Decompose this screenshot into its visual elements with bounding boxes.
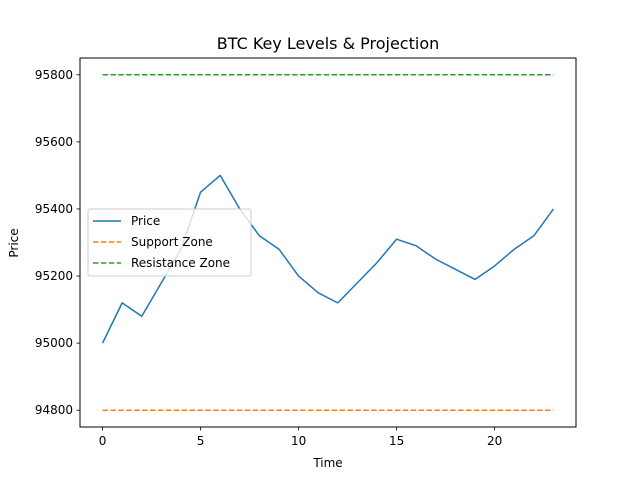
legend: Price Support Zone Resistance Zone	[87, 208, 252, 277]
legend-label: Price	[131, 214, 160, 228]
legend-label: Support Zone	[131, 235, 213, 249]
x-tick-label: 20	[487, 434, 502, 448]
x-tick-label: 10	[291, 434, 306, 448]
x-tick-label: 5	[197, 434, 205, 448]
y-tick-label: 95200	[35, 269, 73, 283]
x-axis-label: Time	[312, 456, 342, 470]
y-tick-label: 94800	[35, 403, 73, 417]
chart-title: BTC Key Levels & Projection	[217, 34, 440, 53]
y-tick-label: 95400	[35, 202, 73, 216]
y-tick-label: 95000	[35, 336, 73, 350]
legend-label: Resistance Zone	[131, 256, 230, 270]
x-tick-label: 0	[99, 434, 107, 448]
y-tick-label: 95600	[35, 135, 73, 149]
plot-frame	[79, 57, 577, 428]
legend-box	[87, 208, 252, 277]
tick-group: 0 5 10 15 20 94800 95000 95200 95400 95600 95800	[35, 68, 502, 448]
y-tick-label: 95800	[35, 68, 73, 82]
x-tick-label: 15	[389, 434, 404, 448]
y-axis-label: Price	[7, 228, 21, 257]
